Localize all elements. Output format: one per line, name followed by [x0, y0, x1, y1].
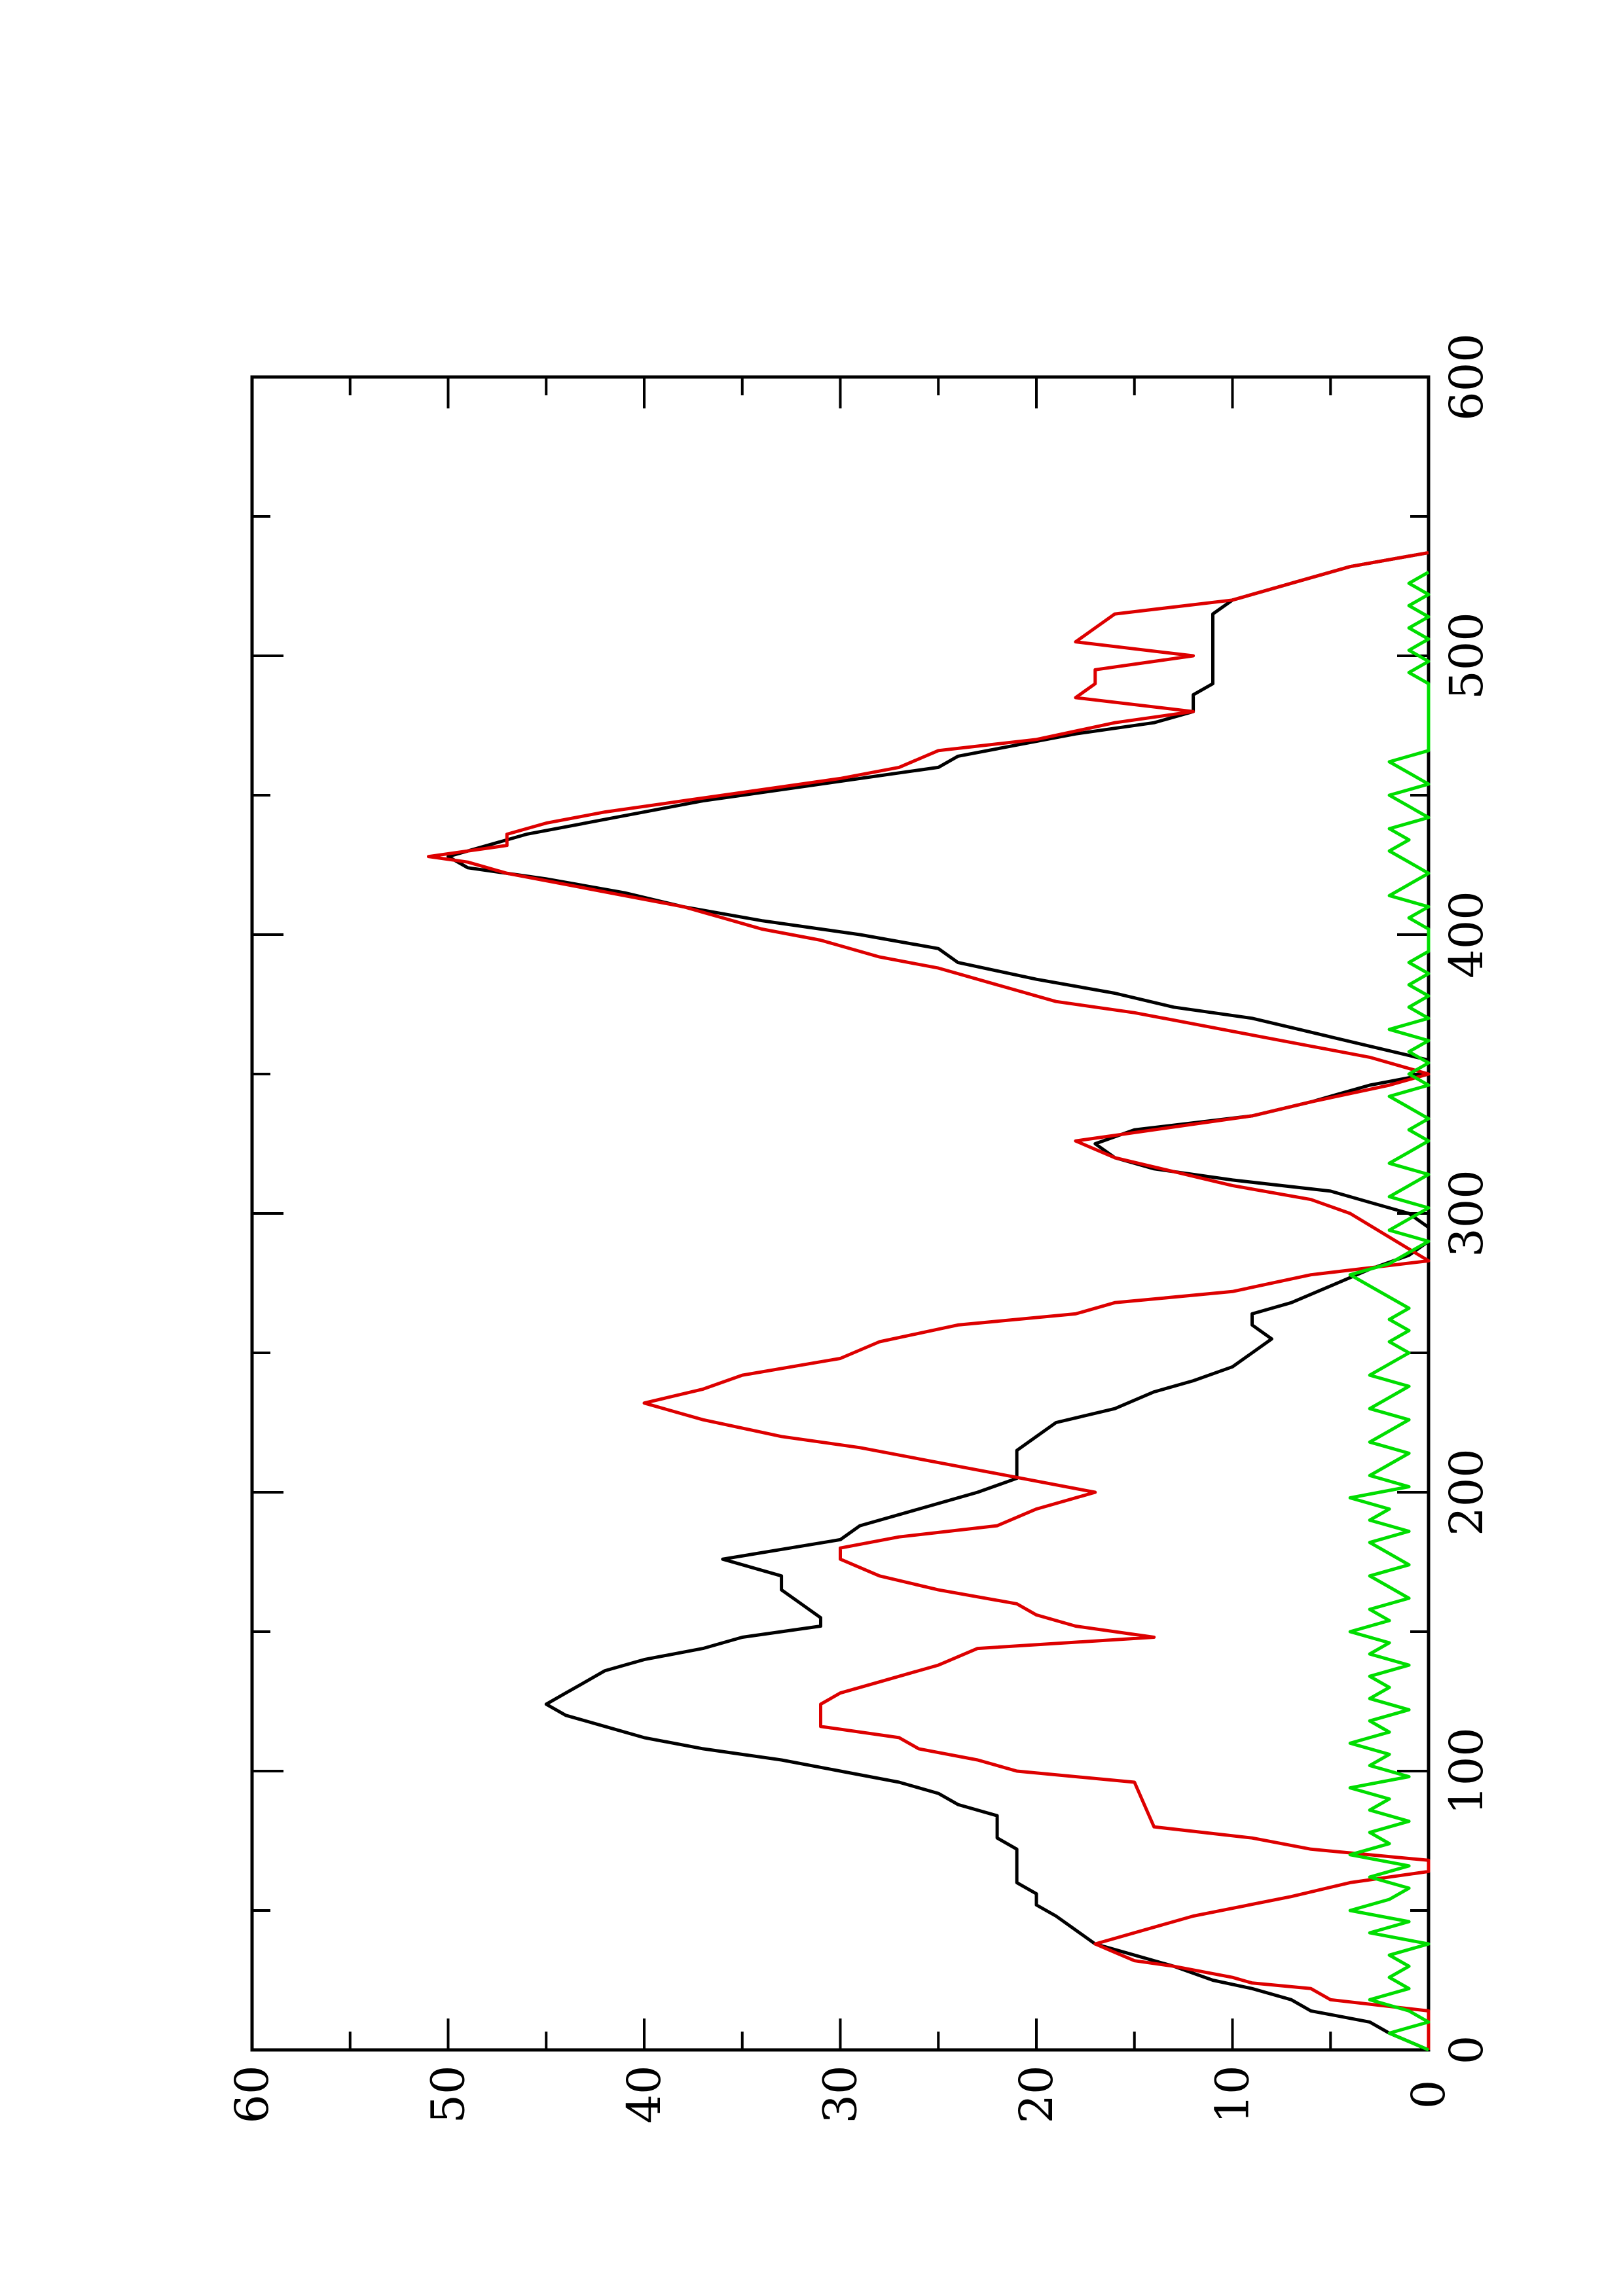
- y-tick-label: 10: [1206, 2065, 1260, 2123]
- series-lines: [427, 550, 1431, 2052]
- x-tick-label: 100: [1440, 1727, 1493, 1815]
- y-tick-label: 50: [422, 2065, 475, 2123]
- black-series-line: [447, 550, 1431, 2052]
- y-tick-label: 20: [1010, 2065, 1063, 2123]
- y-tick-label: 40: [617, 2065, 671, 2123]
- x-tick-label: 600: [1440, 333, 1493, 421]
- red-series-line: [427, 550, 1431, 2050]
- x-tick-label: 200: [1440, 1448, 1493, 1536]
- x-tick-label: 500: [1440, 612, 1493, 700]
- x-tick-label: 300: [1440, 1170, 1493, 1257]
- green-series-line: [1348, 571, 1431, 2052]
- x-tick-label: 400: [1440, 891, 1493, 978]
- plot-frame: [250, 375, 1431, 2052]
- y-tick-label: 60: [225, 2065, 279, 2123]
- tick-labels: 0 100 200 300 400 500 600 0 10 20 30 40 50 60: [225, 333, 1493, 2123]
- x-tick-label: 0: [1440, 2036, 1493, 2065]
- y-tick-label: 0: [1402, 2080, 1455, 2109]
- y-tick-label: 30: [814, 2065, 867, 2123]
- tick-marks: [251, 376, 1430, 2051]
